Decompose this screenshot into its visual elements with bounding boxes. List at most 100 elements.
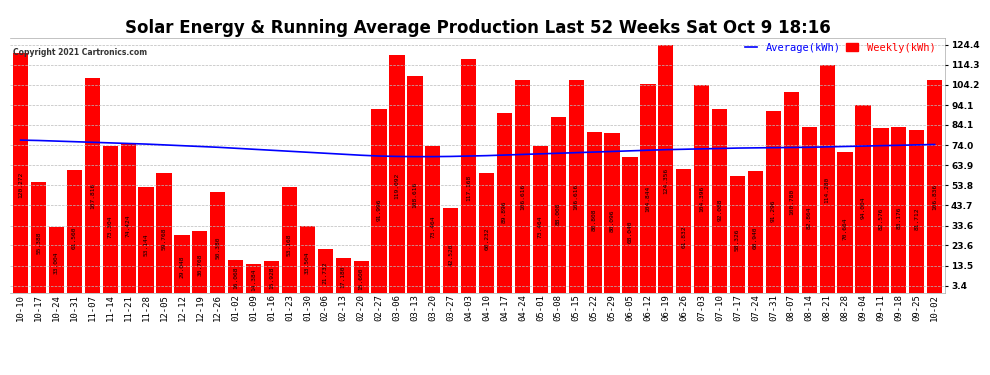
Bar: [586, 132, 602, 292]
Text: 33.504: 33.504: [305, 251, 310, 274]
Text: 83.176: 83.176: [896, 207, 901, 229]
Text: 61.832: 61.832: [681, 226, 686, 248]
Text: 81.712: 81.712: [915, 208, 920, 231]
Text: 89.896: 89.896: [502, 201, 507, 223]
Text: 91.296: 91.296: [771, 200, 776, 222]
Text: 94.004: 94.004: [860, 197, 865, 219]
Text: 16.068: 16.068: [234, 267, 239, 290]
Text: 106.836: 106.836: [933, 184, 938, 210]
Bar: [550, 117, 566, 292]
Text: Copyright 2021 Cartronics.com: Copyright 2021 Cartronics.com: [13, 48, 147, 57]
Bar: [909, 130, 925, 292]
Text: 106.616: 106.616: [520, 184, 525, 210]
Bar: [49, 227, 64, 292]
Bar: [712, 109, 728, 292]
Bar: [210, 192, 226, 292]
Text: 80.096: 80.096: [610, 210, 615, 232]
Bar: [13, 53, 29, 292]
Bar: [336, 258, 350, 292]
Bar: [371, 109, 387, 292]
Text: 119.092: 119.092: [395, 172, 400, 199]
Legend: Average(kWh), Weekly(kWh): Average(kWh), Weekly(kWh): [744, 43, 936, 53]
Text: 117.168: 117.168: [466, 174, 471, 201]
Text: 82.576: 82.576: [878, 207, 883, 230]
Bar: [676, 170, 691, 292]
Text: 53.168: 53.168: [287, 234, 292, 256]
Bar: [318, 249, 333, 292]
Text: 61.560: 61.560: [72, 226, 77, 249]
Bar: [533, 146, 548, 292]
Bar: [802, 128, 817, 292]
Bar: [568, 80, 584, 292]
Bar: [730, 176, 745, 292]
Bar: [66, 170, 82, 292]
Text: 73.464: 73.464: [538, 215, 543, 238]
Bar: [121, 144, 136, 292]
Bar: [891, 127, 907, 292]
Bar: [784, 92, 799, 292]
Bar: [497, 113, 512, 292]
Text: 74.424: 74.424: [126, 214, 131, 237]
Text: 91.996: 91.996: [376, 199, 381, 221]
Bar: [156, 173, 171, 292]
Bar: [353, 261, 369, 292]
Bar: [139, 187, 153, 292]
Text: 70.664: 70.664: [842, 218, 847, 240]
Text: 15.928: 15.928: [269, 267, 274, 290]
Text: 17.180: 17.180: [341, 266, 346, 288]
Bar: [766, 111, 781, 292]
Bar: [174, 235, 189, 292]
Text: 29.048: 29.048: [179, 255, 184, 278]
Text: 106.616: 106.616: [574, 184, 579, 210]
Bar: [444, 208, 458, 292]
Bar: [820, 65, 835, 292]
Text: 104.844: 104.844: [645, 185, 650, 211]
Text: 50.380: 50.380: [215, 236, 221, 259]
Bar: [658, 45, 673, 292]
Bar: [192, 231, 208, 292]
Text: 33.004: 33.004: [54, 252, 59, 274]
Bar: [927, 80, 942, 292]
Text: 14.384: 14.384: [251, 268, 256, 291]
Title: Solar Energy & Running Average Production Last 52 Weeks Sat Oct 9 18:16: Solar Energy & Running Average Productio…: [125, 20, 831, 38]
Text: 120.272: 120.272: [18, 171, 23, 198]
Bar: [282, 187, 297, 292]
Bar: [641, 84, 655, 292]
Text: 60.232: 60.232: [484, 227, 489, 250]
Bar: [389, 55, 405, 292]
Text: 100.780: 100.780: [789, 189, 794, 215]
Text: 108.616: 108.616: [413, 182, 418, 208]
Bar: [228, 261, 244, 292]
Bar: [426, 146, 441, 292]
Bar: [479, 172, 494, 292]
Bar: [31, 182, 47, 292]
Bar: [747, 171, 763, 292]
Text: 42.520: 42.520: [448, 243, 453, 266]
Bar: [838, 152, 852, 292]
Bar: [515, 80, 530, 292]
Bar: [605, 133, 620, 292]
Text: 60.940: 60.940: [753, 226, 758, 249]
Bar: [407, 76, 423, 292]
Text: 55.388: 55.388: [36, 232, 41, 254]
Bar: [300, 226, 315, 292]
Text: 80.808: 80.808: [592, 209, 597, 231]
Text: 68.040: 68.040: [628, 220, 633, 243]
Text: 104.396: 104.396: [699, 186, 704, 212]
Text: 30.768: 30.768: [197, 254, 202, 276]
Text: 21.732: 21.732: [323, 262, 328, 284]
Text: 107.816: 107.816: [90, 183, 95, 209]
Text: 88.008: 88.008: [555, 202, 560, 225]
Text: 82.864: 82.864: [807, 207, 812, 230]
Bar: [264, 261, 279, 292]
Text: 73.304: 73.304: [108, 216, 113, 238]
Bar: [855, 105, 870, 292]
Bar: [247, 264, 261, 292]
Bar: [623, 157, 638, 292]
Text: 59.768: 59.768: [161, 228, 166, 250]
Text: 73.464: 73.464: [431, 215, 436, 238]
Bar: [873, 128, 889, 292]
Text: 114.280: 114.280: [825, 177, 830, 203]
Text: 15.600: 15.600: [358, 267, 363, 290]
Bar: [694, 84, 709, 292]
